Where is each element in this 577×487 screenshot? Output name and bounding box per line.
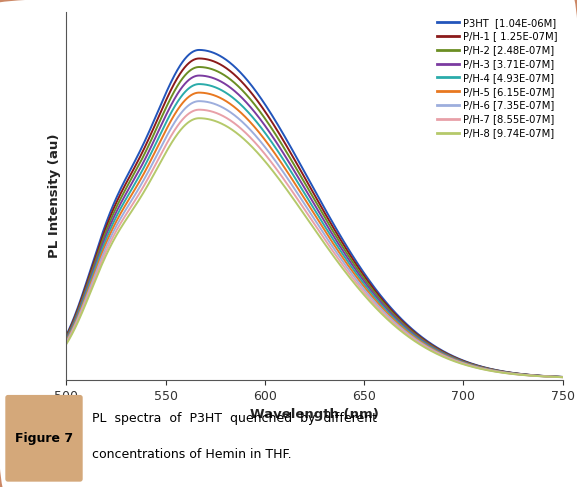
FancyBboxPatch shape (6, 395, 82, 481)
X-axis label: Wavelength (nm): Wavelength (nm) (250, 408, 379, 421)
Y-axis label: PL Intensity (au): PL Intensity (au) (48, 134, 61, 258)
Text: Figure 7: Figure 7 (15, 432, 73, 445)
Legend: P3HT  [1.04E-06M], P/H-1 [ 1.25E-07M], P/H-2 [2.48E-07M], P/H-3 [3.71E-07M], P/H: P3HT [1.04E-06M], P/H-1 [ 1.25E-07M], P/… (433, 14, 561, 142)
Text: concentrations of Hemin in THF.: concentrations of Hemin in THF. (92, 449, 291, 461)
Text: PL  spectra  of  P3HT  quenched  by  different: PL spectra of P3HT quenched by different (92, 412, 377, 425)
